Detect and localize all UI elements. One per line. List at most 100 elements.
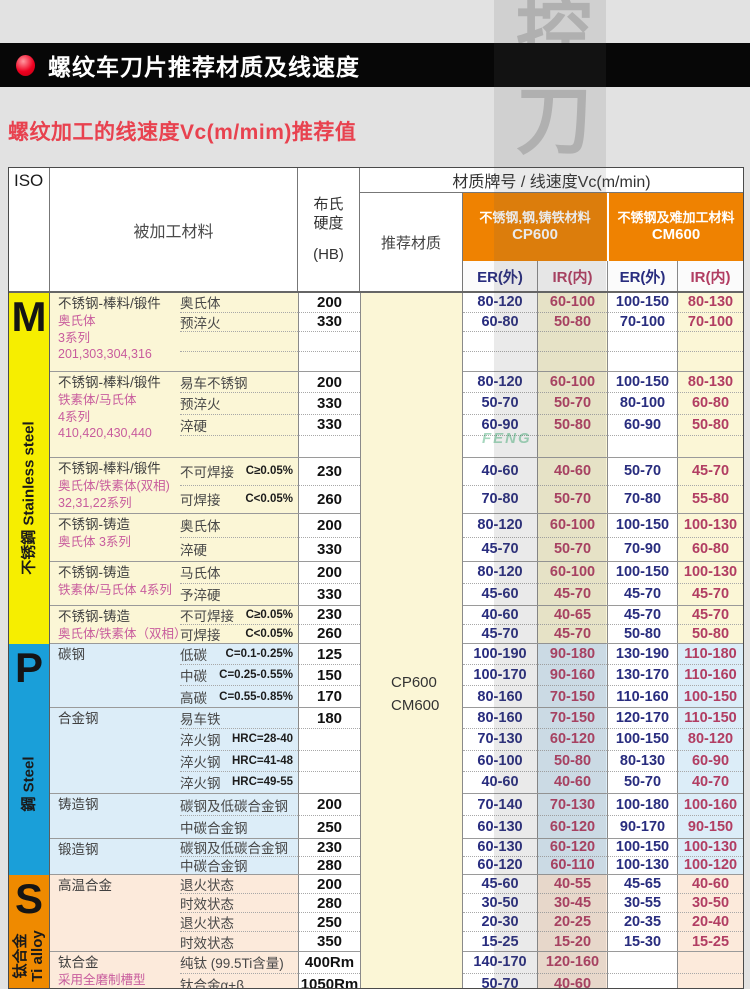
value-cell: 110-180 <box>677 644 743 665</box>
value-cell: 50-70 <box>463 393 537 415</box>
group-note: 采用全磨制槽型 <box>58 973 146 987</box>
condition-annotation: C<0.05% <box>245 627 293 640</box>
table-line: 马氏体 200 80-120 60-100 100-150 100-130 <box>180 562 743 584</box>
hardness-cell: 330 <box>298 583 360 605</box>
value-cell: 120-170 <box>607 708 677 730</box>
condition-cell: 退火状态 <box>180 875 298 894</box>
group-lines: 奥氏体 200 80-120 60-100 100-150 80-130 预淬火 330 60-… <box>180 293 743 371</box>
sidebar-label-s: 钛合金 Ti alloy <box>12 930 46 982</box>
value-cell: 40-60 <box>677 875 743 894</box>
condition-cell: 纯钛 (99.5Ti含量) <box>180 952 298 974</box>
group-lines: 碳钢及低碳合金钢 230 60-130 60-120 100-150 100-130 中碳合… <box>180 839 743 874</box>
table-line: 碳钢及低碳合金钢 200 70-140 70-130 100-180 100-160 <box>180 794 743 816</box>
value-cell: 45-60 <box>463 875 537 894</box>
value-cell: 110-160 <box>677 665 743 686</box>
condition-text: 不可焊接 <box>180 465 234 481</box>
hardness-cell: 250 <box>298 913 360 932</box>
group-row: 钛合金 采用全磨制槽型 纯钛 (99.5Ti含量) 400Rm 140-170 120-1… <box>50 952 743 989</box>
recommend-header: 推荐材质 <box>360 193 463 291</box>
value-cell: 90-150 <box>677 816 743 838</box>
hardness-cell: 150 <box>298 665 360 686</box>
condition-text: 预淬火 <box>180 397 221 413</box>
value-cell <box>537 351 607 371</box>
condition-text: 马氏体 <box>180 566 221 582</box>
value-cell: 60-130 <box>463 816 537 838</box>
value-cell: 100-130 <box>677 839 743 857</box>
value-cell: 60-80 <box>463 312 537 332</box>
value-cell: 30-50 <box>463 894 537 913</box>
hardness-cell: 200 <box>298 514 360 538</box>
table-line: 时效状态 350 15-25 15-20 15-30 15-25 <box>180 932 743 951</box>
group-name-cell: 钛合金采用全磨制槽型 <box>50 952 180 988</box>
value-cell: 60-90 <box>607 414 677 436</box>
material-header: 被加工材料 <box>50 168 298 291</box>
value-cell: 100-150 <box>677 686 743 707</box>
value-cell: 90-180 <box>537 644 607 665</box>
group-title: 铸造钢 <box>58 797 99 812</box>
condition-annotation: C<0.05% <box>245 493 293 506</box>
condition-cell: 中碳 C=0.25-0.55% <box>180 665 298 686</box>
group-row: 铸造钢 碳钢及低碳合金钢 200 70-140 70-130 100-180 100-160… <box>50 794 743 839</box>
group-title: 不锈钢-棒料/锻件 <box>58 296 161 311</box>
value-cell: 70-100 <box>607 312 677 332</box>
value-cell: 50-70 <box>537 393 607 415</box>
table-line: 中碳 C=0.25-0.55% 150 100-170 90-160 130-170 110… <box>180 665 743 686</box>
value-cell: 120-160 <box>537 952 607 974</box>
hardness-cell <box>298 750 360 772</box>
condition-text: 可焊接 <box>180 627 221 643</box>
hardness-cell: 250 <box>298 816 360 838</box>
group-title: 碳钢 <box>58 647 85 662</box>
condition-text: 高碳 <box>180 690 207 706</box>
condition-cell: 高碳 C=0.55-0.85% <box>180 686 298 707</box>
value-cell: 100-150 <box>607 293 677 313</box>
sidebar-label-m: 不锈鋼 Stainless steel <box>20 421 38 575</box>
hardness-cell: 1050Rm <box>298 973 360 988</box>
value-cell: 90-170 <box>607 816 677 838</box>
sidebar-s: S 钛合金 Ti alloy <box>9 875 49 988</box>
condition-annotation: C≥0.05% <box>245 608 293 621</box>
condition-text: 易车不锈钢 <box>180 376 248 392</box>
group-row: 不锈钢-铸造 铁素体/马氏体 4系列 马氏体 200 80-120 60-100 100-1… <box>50 562 743 606</box>
value-cell: 60-100 <box>537 562 607 584</box>
condition-cell: 不可焊接 C≥0.05% <box>180 606 298 625</box>
value-cell: 45-70 <box>607 606 677 625</box>
condition-text: 淬火钢 <box>180 754 221 770</box>
condition-text: 退火状态 <box>180 878 234 893</box>
value-cell: 70-140 <box>463 794 537 816</box>
red-dot-icon <box>16 54 35 76</box>
condition-cell: 马氏体 <box>180 562 298 584</box>
value-cell: 60-120 <box>537 839 607 857</box>
group-name-cell: 不锈钢-铸造 奥氏体/铁素体（双相） <box>50 606 186 643</box>
condition-text: 钛合金α+β <box>180 978 244 989</box>
condition-cell: 奥氏体 <box>180 293 298 313</box>
condition-cell: 可焊接 C<0.05% <box>180 485 298 513</box>
value-cell: 80-120 <box>677 729 743 751</box>
table-line: 中碳合金钢 280 60-120 60-110 100-130 100-120 <box>180 856 743 874</box>
table-line: 可焊接 C<0.05% 260 45-70 45-70 50-80 50-80 <box>180 624 743 643</box>
group-name-cell: 不锈钢-铸造 奥氏体 3系列 <box>50 514 180 561</box>
group-title: 钛合金 <box>58 955 99 970</box>
hardness-cell: 230 <box>298 606 360 625</box>
table-line: 可焊接 C<0.05% 260 70-80 50-70 70-80 55-80 <box>180 485 743 513</box>
condition-cell: 中碳合金钢 <box>180 816 298 838</box>
condition-annotation: C=0.55-0.85% <box>219 690 293 703</box>
condition-cell: 钛合金α+β <box>180 973 298 989</box>
group-name-cell: 不锈钢-棒料/锻件 奥氏体/铁素体(双相) 32,31,22系列 <box>50 458 180 513</box>
table-line: 淬火钢 HRC=41-48 60-100 50-80 80-130 60-90 <box>180 750 743 772</box>
hardness-cell: 330 <box>298 537 360 561</box>
hardness-cell: 200 <box>298 293 360 313</box>
condition-text: 中碳合金钢 <box>180 821 248 836</box>
group-lines: 易车铁 180 80-160 70-150 120-170 110-150 淬火钢 HRC=2… <box>180 708 743 793</box>
group-row: 高温合金 退火状态 200 45-60 40-55 45-65 40-60 时效状态 280 30… <box>50 875 743 952</box>
recommend-grade: CM600 <box>391 697 440 714</box>
value-cell: 30-45 <box>537 894 607 913</box>
hardness-cell: 400Rm <box>298 952 360 974</box>
group-row: 不锈钢-棒料/锻件 奥氏体/铁素体(双相) 32,31,22系列 不可焊接 C≥0.05… <box>50 458 743 514</box>
group-name-cell: 锻造钢 <box>50 839 180 874</box>
sidebar-p: P 鋼 Steel <box>9 644 49 875</box>
table-line <box>180 332 743 352</box>
condition-annotation: C≥0.05% <box>245 465 293 478</box>
group-name-cell: 不锈钢-棒料/锻件 奥氏体 3系列 201,303,304,316 <box>50 293 180 371</box>
subcol-er-outer-2: ER(外) <box>607 261 677 291</box>
group-title: 合金钢 <box>58 711 99 726</box>
